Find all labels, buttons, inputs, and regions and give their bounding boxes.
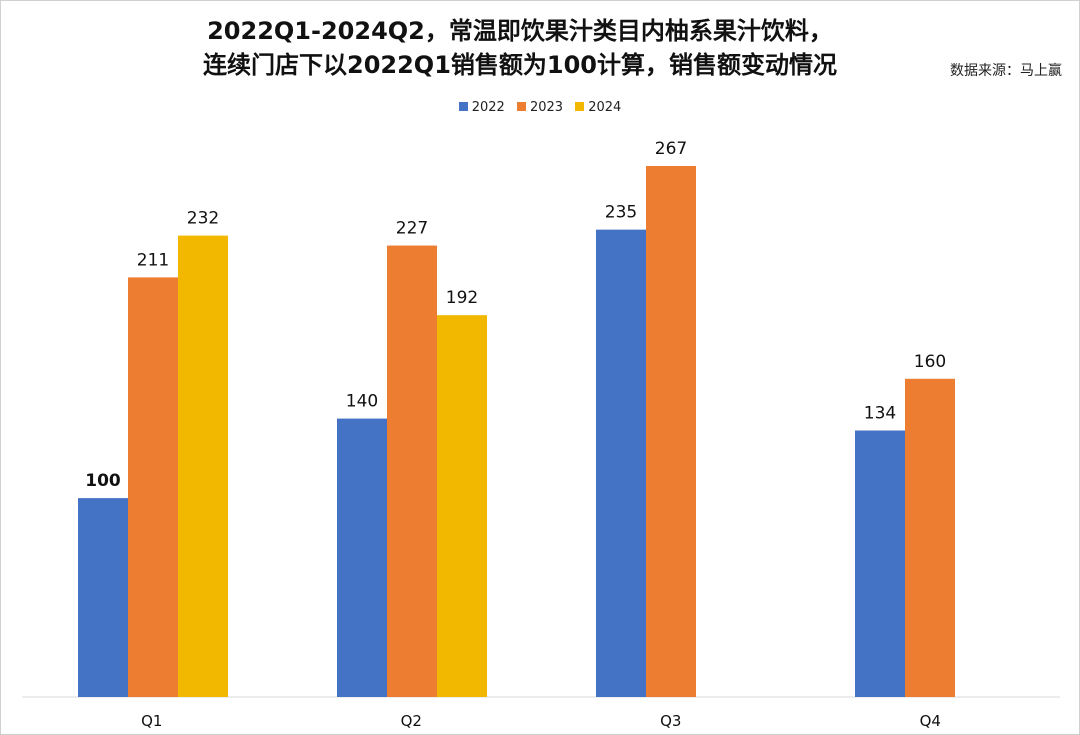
data-label-2022-q4: 134	[864, 404, 896, 424]
legend-item-2022: 2022	[458, 100, 505, 115]
bar-2022-q4	[855, 430, 905, 697]
bar-2024-q2	[437, 315, 487, 697]
data-label-2024-q2: 192	[446, 288, 478, 308]
legend-label-2024: 2024	[588, 100, 622, 115]
legend-label-2023: 2023	[529, 100, 564, 115]
data-label-2024-q1: 232	[187, 209, 219, 229]
legend-item-2024: 2024	[575, 100, 621, 115]
data-label-2022-q2: 140	[346, 392, 378, 412]
chart-legend: 2022 2023 2024	[0, 100, 1080, 115]
bar-2023-q1	[128, 277, 178, 697]
bar-2023-q3	[646, 166, 696, 697]
category-label-q2: Q2	[401, 712, 422, 730]
data-label-2023-q2: 227	[396, 219, 428, 239]
data-label-2022-q1: 100	[85, 471, 121, 491]
bar-2024-q1	[178, 235, 228, 697]
chart-title-line-1: 2022Q1-2024Q2，常温即饮果汁类目内柚系果汁饮料，	[207, 17, 833, 45]
category-label-q4: Q4	[920, 712, 941, 730]
bar-2023-q4	[905, 378, 955, 697]
legend-item-2023: 2023	[516, 100, 564, 115]
data-label-2023-q4: 160	[914, 352, 946, 372]
data-label-2022-q3: 235	[605, 203, 637, 223]
legend-label-2022: 2022	[471, 100, 505, 115]
bar-2022-q2	[337, 418, 387, 697]
data-label-2023-q3: 267	[655, 139, 687, 159]
category-label-q3: Q3	[660, 712, 681, 730]
bar-2022-q3	[596, 229, 646, 697]
legend-swatch-2024	[575, 102, 585, 111]
category-label-q1: Q1	[141, 712, 162, 730]
data-label-2023-q1: 211	[137, 250, 169, 270]
data-source-note: 数据来源：马上赢	[950, 63, 1062, 79]
chart-title: 2022Q1-2024Q2，常温即饮果汁类目内柚系果汁饮料， 连续门店下以202…	[90, 14, 950, 82]
legend-swatch-2022	[458, 102, 468, 111]
bar-2023-q2	[387, 245, 437, 697]
chart-title-line-2: 连续门店下以2022Q1销售额为100计算，销售额变动情况	[203, 51, 837, 79]
bar-2022-q1	[78, 498, 128, 697]
legend-swatch-2023	[516, 102, 526, 111]
